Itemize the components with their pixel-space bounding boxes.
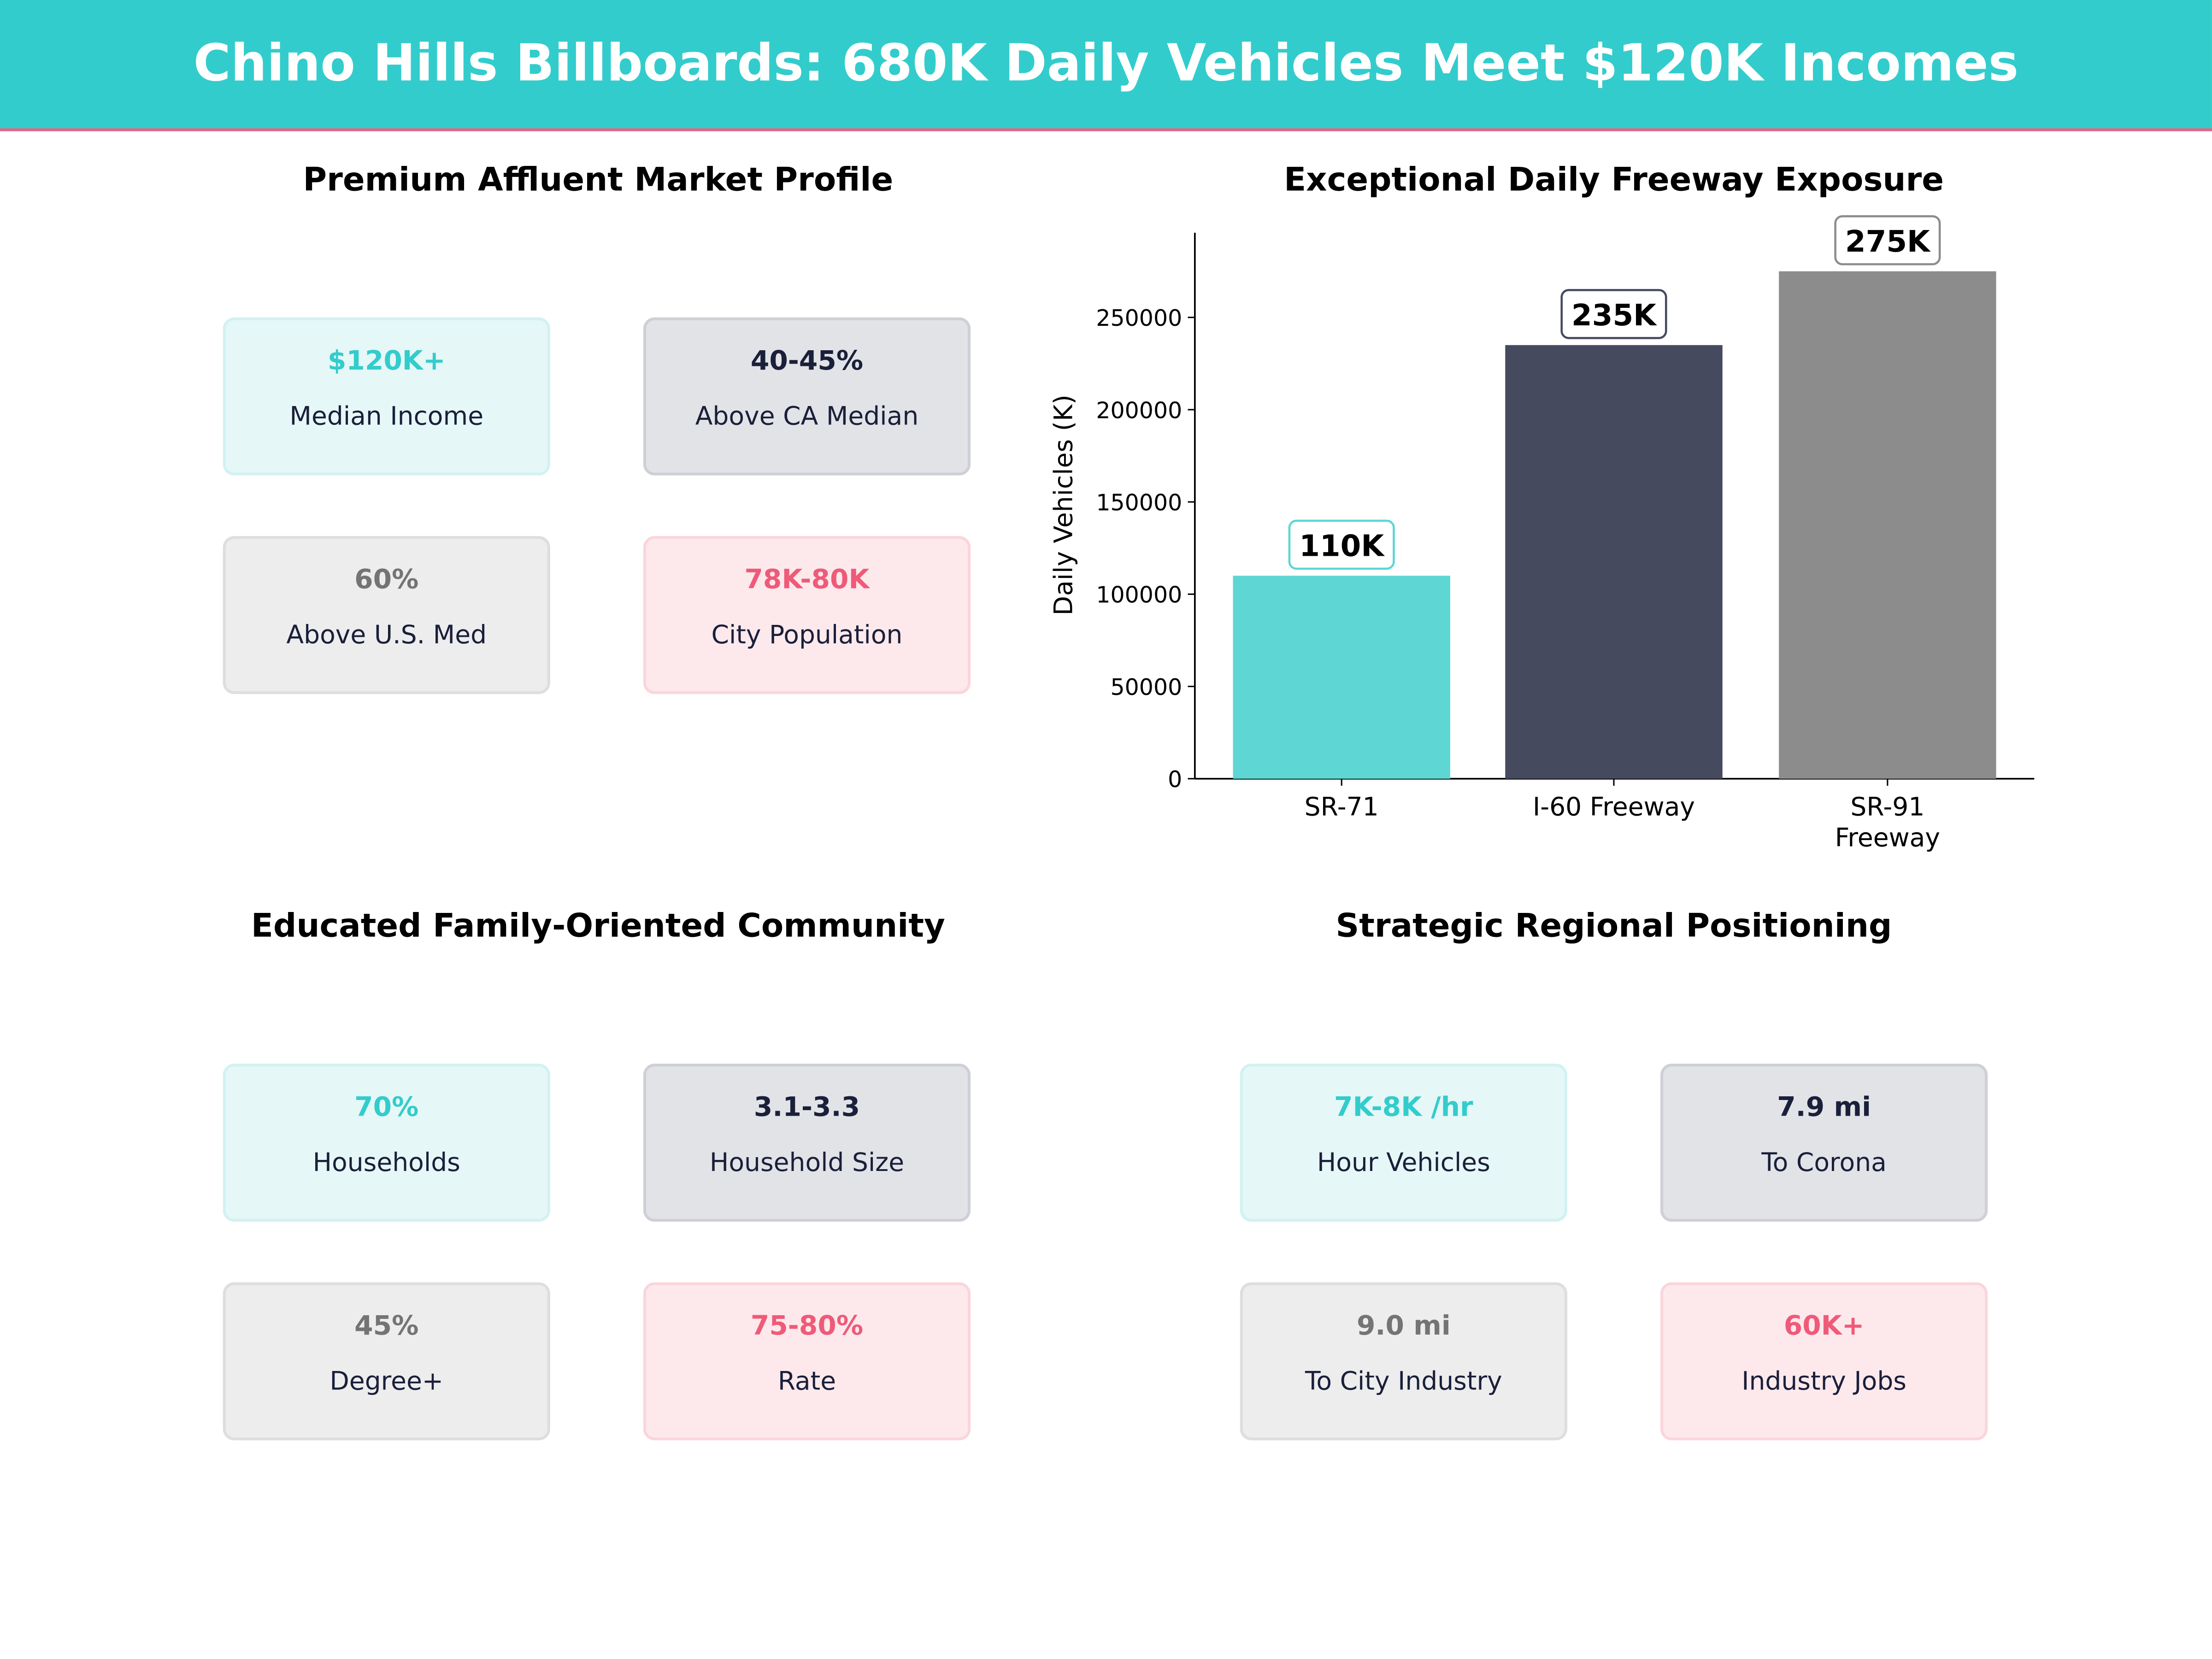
- bar-sr-91-freeway: [1779, 271, 1996, 779]
- stat-label: City Population: [711, 620, 903, 651]
- stat-value: 60%: [354, 564, 419, 595]
- stat-value: 75-80%: [750, 1310, 864, 1342]
- stat-label: Median Income: [289, 402, 484, 432]
- y-tick-label: 200000: [1096, 397, 1182, 424]
- data-label: 110K: [1299, 529, 1385, 563]
- data-label: 275K: [1845, 224, 1931, 259]
- stat-label: Hour Vehicles: [1317, 1148, 1490, 1178]
- stat-card-median-income: $120K+ Median Income: [223, 317, 550, 476]
- stat-card-above-ca-median: 40-45% Above CA Median: [643, 317, 971, 476]
- stat-card-hour-vehicles: 7K-8K /hr Hour Vehicles: [1240, 1064, 1567, 1222]
- data-label-box: [1560, 289, 1667, 339]
- header-banner: Chino Hills Billboards: 680K Daily Vehic…: [0, 0, 2212, 131]
- page-title: Chino Hills Billboards: 680K Daily Vehic…: [193, 35, 2019, 94]
- y-tick-label: 0: [1168, 766, 1182, 793]
- stat-label: Industry Jobs: [1741, 1367, 1907, 1397]
- stat-value: 9.0 mi: [1356, 1310, 1451, 1342]
- stat-value: 78K-80K: [744, 564, 870, 595]
- stat-label: Rate: [777, 1367, 836, 1397]
- bar-i-60-freeway: [1505, 345, 1723, 779]
- panel-title-community: Educated Family-Oriented Community: [251, 908, 945, 946]
- stat-value: 7.9 mi: [1777, 1092, 1871, 1123]
- stat-value: $120K+: [327, 345, 446, 377]
- stat-label: To City Industry: [1305, 1367, 1502, 1397]
- stat-value: 60K+: [1783, 1310, 1865, 1342]
- y-tick-label: 100000: [1096, 582, 1182, 608]
- stat-value: 70%: [354, 1092, 419, 1123]
- data-label-box: [1834, 215, 1941, 265]
- y-tick-label: 50000: [1111, 674, 1182, 700]
- stat-value: 40-45%: [750, 345, 864, 377]
- stat-label: Households: [312, 1148, 460, 1178]
- y-tick-label: 150000: [1096, 490, 1182, 516]
- stat-label: Degree+: [329, 1367, 444, 1397]
- data-label: 235K: [1571, 298, 1657, 333]
- stat-label: Household Size: [709, 1148, 905, 1178]
- x-tick-label: I-60 Freeway: [1533, 792, 1695, 821]
- panel-title-market-profile: Premium Affluent Market Profile: [303, 162, 894, 199]
- stat-value: 3.1-3.3: [753, 1092, 860, 1123]
- stat-card-to-city-industry: 9.0 mi To City Industry: [1240, 1282, 1567, 1441]
- stat-value: 45%: [354, 1310, 419, 1342]
- y-axis-label: Daily Vehicles (K): [1049, 394, 1078, 615]
- stat-card-rate: 75-80% Rate: [643, 1282, 971, 1441]
- stat-value: 7K-8K /hr: [1334, 1092, 1473, 1123]
- stat-card-degree: 45% Degree+: [223, 1282, 550, 1441]
- bar-sr-71: [1233, 576, 1450, 779]
- stat-card-household-size: 3.1-3.3 Household Size: [643, 1064, 971, 1222]
- stat-label: Above CA Median: [695, 402, 919, 432]
- stat-card-above-us-median: 60% Above U.S. Med: [223, 536, 550, 694]
- y-tick-label: 250000: [1096, 305, 1182, 331]
- panel-title-positioning: Strategic Regional Positioning: [1335, 908, 1892, 946]
- stat-label: Above U.S. Med: [286, 620, 487, 651]
- x-tick-label: SR-91 Freeway: [1835, 792, 1940, 852]
- data-label-box: [1288, 519, 1395, 570]
- x-tick-label: SR-71: [1305, 792, 1379, 821]
- stat-card-city-population: 78K-80K City Population: [643, 536, 971, 694]
- chart-title: Exceptional Daily Freeway Exposure: [1284, 162, 1944, 199]
- stat-label: To Corona: [1761, 1148, 1887, 1178]
- stat-card-to-corona: 7.9 mi To Corona: [1660, 1064, 1988, 1222]
- stat-card-industry-jobs: 60K+ Industry Jobs: [1660, 1282, 1988, 1441]
- stat-card-households: 70% Households: [223, 1064, 550, 1222]
